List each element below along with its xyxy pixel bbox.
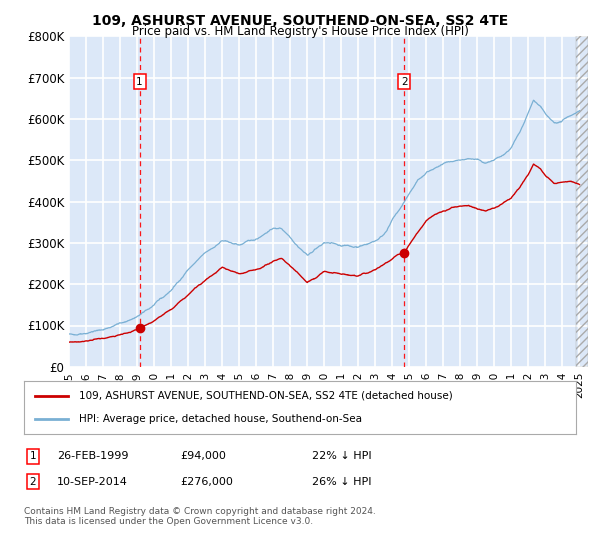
Text: 1: 1 bbox=[29, 451, 37, 461]
Text: 2: 2 bbox=[401, 77, 408, 87]
Text: 26-FEB-1999: 26-FEB-1999 bbox=[57, 451, 128, 461]
Text: Contains HM Land Registry data © Crown copyright and database right 2024.
This d: Contains HM Land Registry data © Crown c… bbox=[24, 507, 376, 526]
Text: 10-SEP-2014: 10-SEP-2014 bbox=[57, 477, 128, 487]
Text: £94,000: £94,000 bbox=[180, 451, 226, 461]
Text: 109, ASHURST AVENUE, SOUTHEND-ON-SEA, SS2 4TE: 109, ASHURST AVENUE, SOUTHEND-ON-SEA, SS… bbox=[92, 14, 508, 28]
Text: 26% ↓ HPI: 26% ↓ HPI bbox=[312, 477, 371, 487]
Text: £276,000: £276,000 bbox=[180, 477, 233, 487]
Text: 109, ASHURST AVENUE, SOUTHEND-ON-SEA, SS2 4TE (detached house): 109, ASHURST AVENUE, SOUTHEND-ON-SEA, SS… bbox=[79, 391, 453, 401]
Text: 1: 1 bbox=[136, 77, 143, 87]
Text: HPI: Average price, detached house, Southend-on-Sea: HPI: Average price, detached house, Sout… bbox=[79, 414, 362, 424]
Text: 22% ↓ HPI: 22% ↓ HPI bbox=[312, 451, 371, 461]
Text: Price paid vs. HM Land Registry's House Price Index (HPI): Price paid vs. HM Land Registry's House … bbox=[131, 25, 469, 38]
Text: 2: 2 bbox=[29, 477, 37, 487]
